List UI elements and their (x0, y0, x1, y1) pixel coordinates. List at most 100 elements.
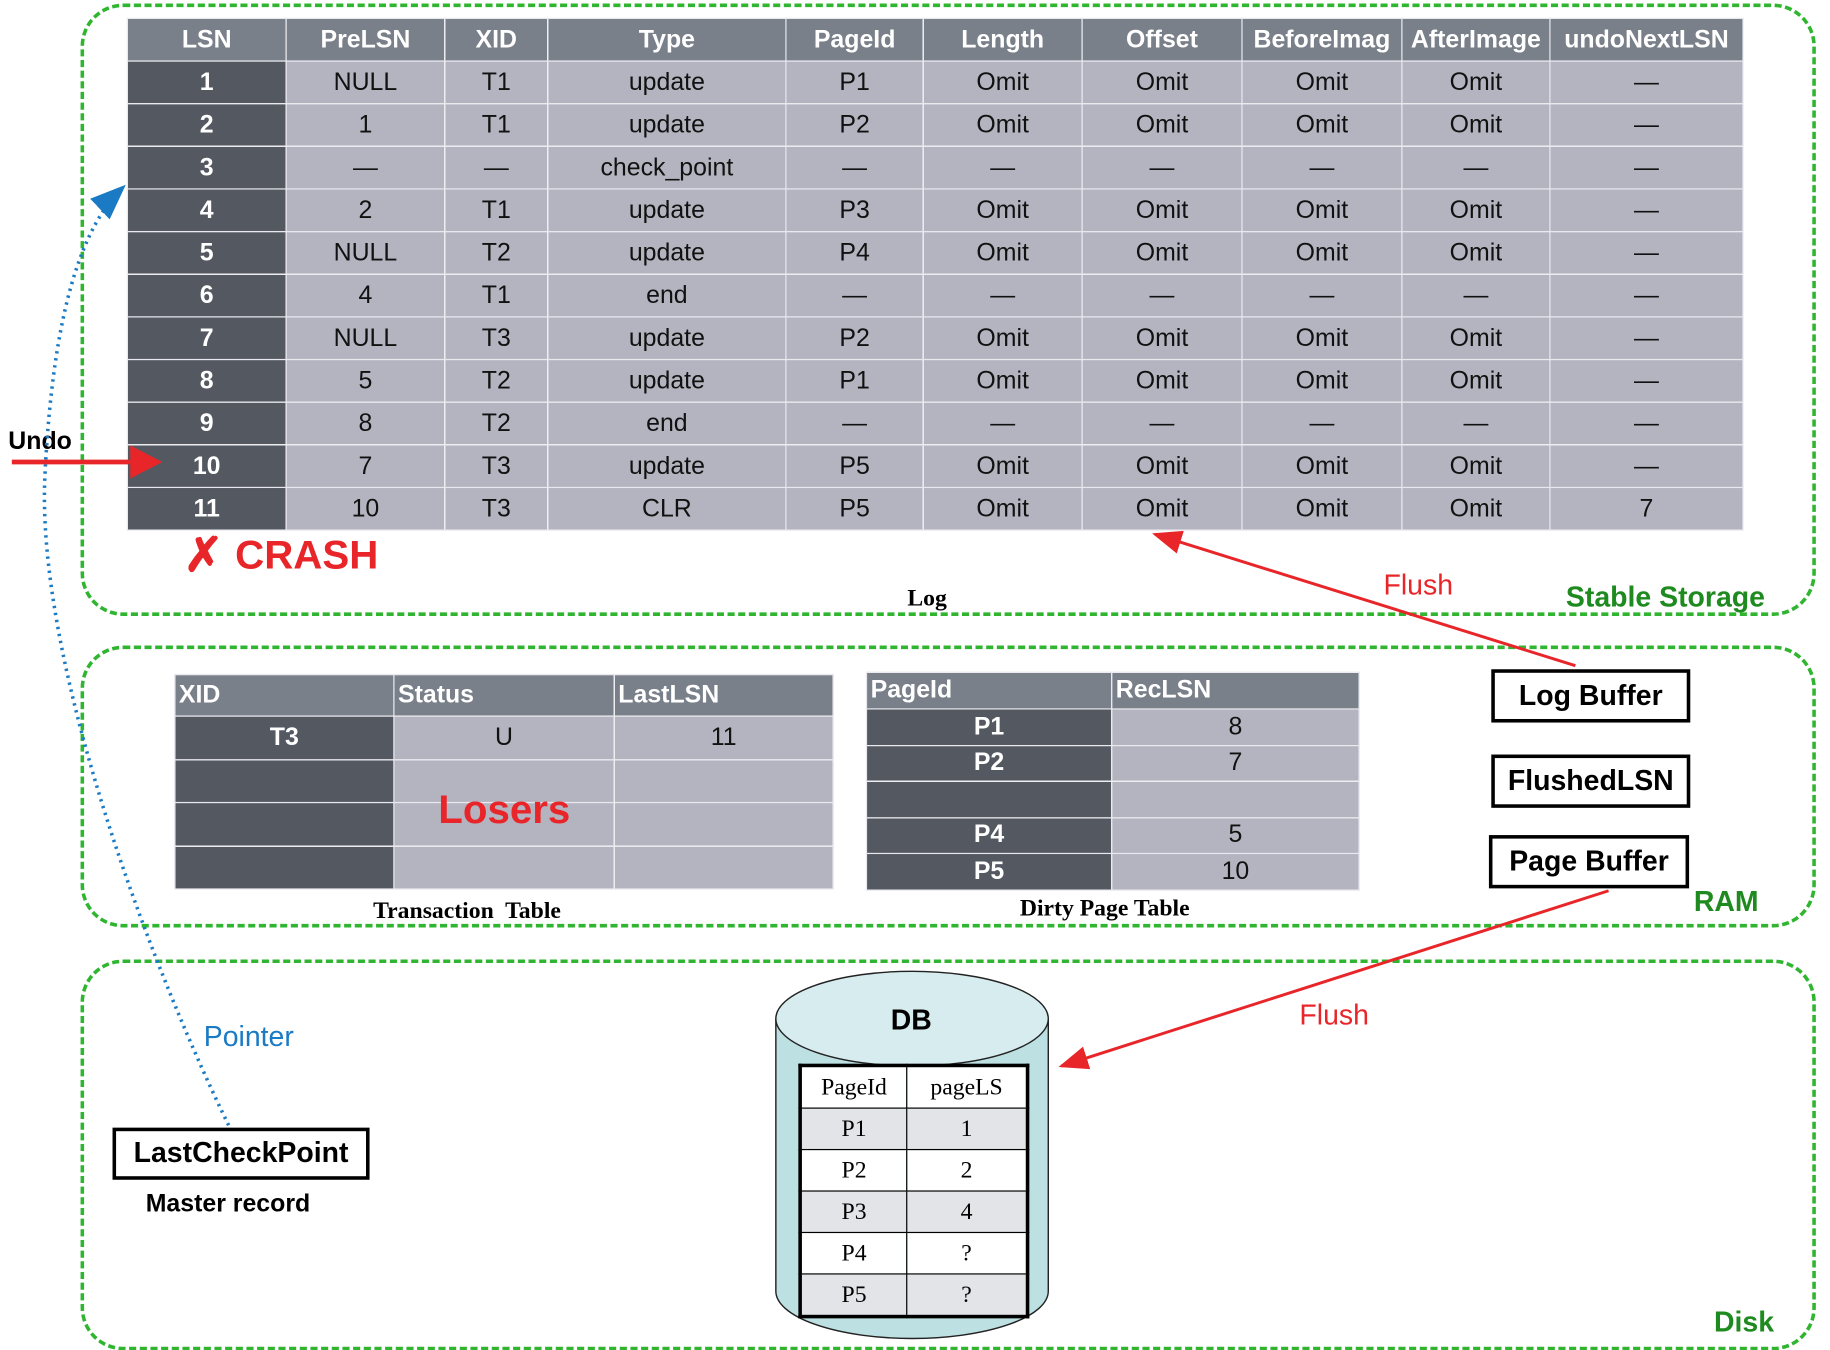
column-header: LastLSN (613, 673, 834, 717)
table-cell: — (1549, 358, 1744, 403)
table-cell: — (1081, 145, 1243, 190)
table-row: P4 5 (865, 816, 1360, 855)
flush-page-label: Flush (1299, 999, 1369, 1032)
column-header: RecLSN (1111, 671, 1360, 710)
table-cell (174, 758, 395, 804)
table-row (174, 845, 834, 890)
table-cell: — (1401, 273, 1551, 318)
flushed-lsn: FlushedLSN (1491, 754, 1691, 808)
table-row: 6 4 T1 end — — — — — — (126, 273, 1744, 318)
column-header: PreLSN (285, 17, 446, 62)
table-cell: — (1081, 401, 1243, 446)
table-cell: 10 (285, 486, 446, 531)
last-checkpoint-box: LastCheckPoint (112, 1127, 370, 1180)
table-cell: — (1241, 273, 1403, 318)
table-cell: 8 (285, 401, 446, 446)
table-cell: — (1549, 444, 1744, 489)
table-cell: P1 (799, 1107, 908, 1151)
table-cell: 8 (126, 358, 287, 403)
log-table: LSN PreLSN XID Type PageId Length Offset Before… (126, 17, 1744, 531)
table-cell: T2 (444, 401, 549, 446)
losers-label: Losers (438, 787, 571, 833)
table-cell: T1 (444, 103, 549, 147)
table-row: P2 2 (799, 1148, 1029, 1192)
table-cell: 7 (1111, 744, 1360, 782)
table-row (865, 780, 1360, 818)
table-cell: P2 (865, 744, 1113, 782)
table-cell: 7 (126, 316, 287, 361)
db-title: DB (890, 1004, 932, 1037)
table-row: P4? (799, 1231, 1029, 1275)
master-record-label: Master record (145, 1190, 311, 1218)
table-cell: Omit (1401, 358, 1551, 403)
table-cell (1111, 780, 1360, 818)
table-cell: Omit (1081, 358, 1243, 403)
table-cell: update (547, 103, 787, 147)
table-cell: — (1401, 145, 1551, 190)
crash-marker: ✗ CRASH (184, 532, 379, 579)
table-cell: — (285, 145, 446, 190)
table-cell: — (1549, 188, 1744, 233)
table-cell: Omit (1081, 60, 1243, 105)
table-cell: 7 (285, 444, 446, 489)
disk-label: Disk (1713, 1306, 1775, 1339)
table-cell: 5 (1111, 816, 1360, 855)
table-cell: 2 (906, 1148, 1029, 1192)
table-cell: Omit (922, 358, 1083, 403)
table-cell: Omit (922, 444, 1083, 489)
table-cell: 1 (126, 60, 287, 105)
table-cell: Omit (922, 60, 1083, 105)
table-row: 5 NULL T2 update P4 Omit Omit Omit Omit — (126, 230, 1744, 275)
table-cell: Omit (1401, 103, 1551, 147)
table-cell: Omit (922, 316, 1083, 361)
table-cell: — (785, 145, 924, 190)
table-cell: — (1401, 401, 1551, 446)
table-cell: Omit (1081, 444, 1243, 489)
table-cell: update (547, 188, 787, 233)
column-header: Offset (1081, 17, 1243, 62)
table-cell: — (1549, 230, 1744, 275)
table-cell: 6 (126, 273, 287, 318)
dirty-page-table-caption: Dirty Page Table (1019, 895, 1190, 922)
table-cell: 10 (126, 444, 287, 489)
column-header: Type (547, 17, 787, 62)
table-cell: T3 (444, 444, 549, 489)
table-cell: Omit (1081, 103, 1243, 147)
table-row: P5 10 (865, 852, 1360, 891)
table-cell: update (547, 444, 787, 489)
table-cell: P1 (785, 60, 924, 105)
table-row (174, 758, 834, 804)
table-cell: Omit (922, 188, 1083, 233)
table-cell: Omit (1081, 316, 1243, 361)
table-cell: P3 (785, 188, 924, 233)
table-cell: Omit (1241, 358, 1403, 403)
flush-log-label: Flush (1383, 569, 1454, 602)
table-row: P5? (799, 1273, 1029, 1318)
table-cell: — (785, 273, 924, 318)
table-cell: — (922, 145, 1083, 190)
column-header: Status (393, 673, 615, 717)
table-cell: CLR (547, 486, 787, 531)
table-cell: P3 (799, 1190, 908, 1234)
undo-label: Undo (8, 427, 72, 455)
table-row: 2 1 T1 update P2 Omit Omit Omit Omit — (126, 103, 1744, 147)
table-row: 9 8 T2 end — — — — — — (126, 401, 1744, 446)
table-cell: Omit (1241, 444, 1403, 489)
table-cell: 5 (126, 230, 287, 275)
table-cell: T2 (444, 358, 549, 403)
table-cell: 11 (126, 486, 287, 531)
table-cell: Omit (1241, 316, 1403, 361)
table-row: 7 NULL T3 update P2 Omit Omit Omit Omit — (126, 316, 1744, 361)
table-row: P1 8 (865, 708, 1360, 746)
table-row: P2 7 (865, 744, 1360, 782)
table-cell: ? (906, 1273, 1029, 1318)
table-cell: 10 (1111, 852, 1360, 891)
page-buffer: Page Buffer (1488, 835, 1690, 889)
log-buffer: Log Buffer (1491, 669, 1691, 723)
table-cell (174, 801, 395, 847)
table-cell: Omit (1081, 230, 1243, 275)
table-cell: 4 (285, 273, 446, 318)
table-cell: check_point (547, 145, 787, 190)
table-cell: T1 (444, 273, 549, 318)
